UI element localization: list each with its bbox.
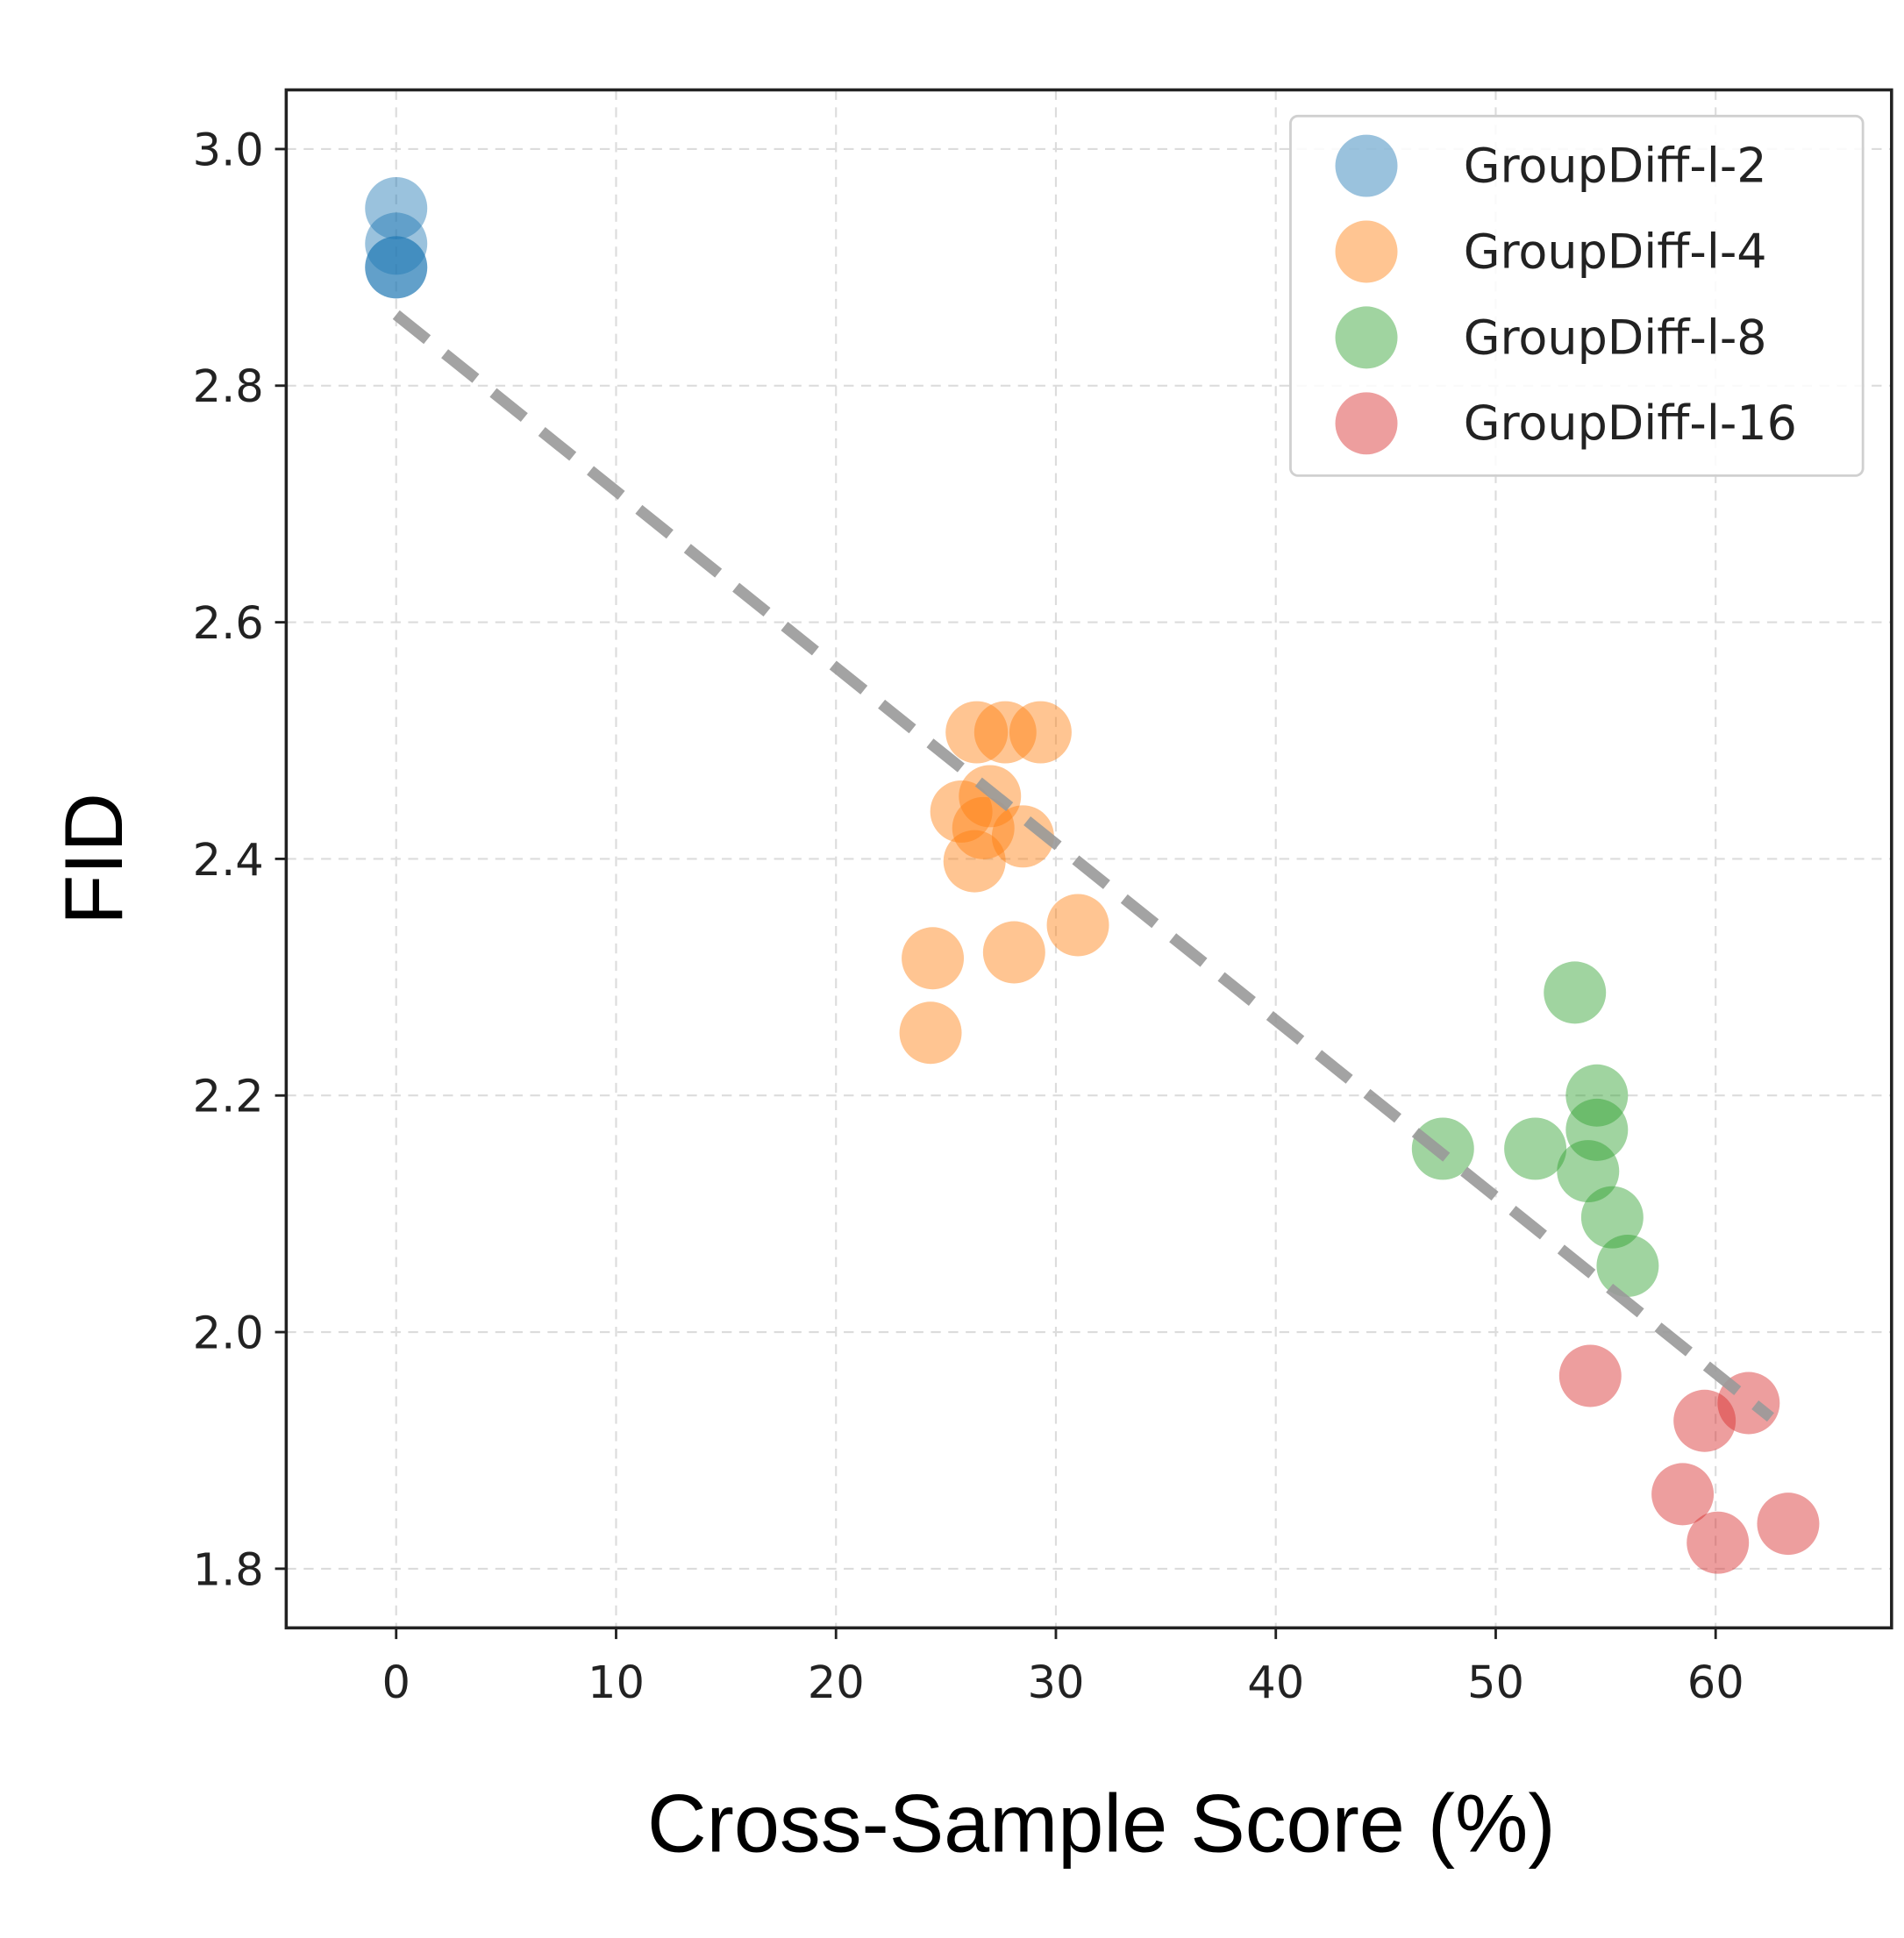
- point: [982, 921, 1045, 984]
- point: [1580, 1186, 1644, 1249]
- y-tick-label: 1.8: [193, 1544, 264, 1596]
- point: [1651, 1463, 1715, 1526]
- y-tick-label: 2.6: [193, 598, 264, 650]
- y-tick-label: 2.4: [193, 835, 264, 887]
- legend-box: [1289, 114, 1865, 477]
- point: [1757, 1493, 1820, 1556]
- trend-line: [392, 310, 1774, 1422]
- point: [365, 212, 428, 275]
- point: [952, 796, 1015, 859]
- point: [1504, 1117, 1567, 1180]
- point: [1565, 1064, 1629, 1127]
- x-tick-label: 40: [1247, 1657, 1304, 1709]
- point: [973, 701, 1037, 764]
- legend-label: GroupDiff-l-8: [1464, 310, 1767, 365]
- legend-marker: [1335, 134, 1398, 197]
- point: [943, 830, 1006, 893]
- point: [1565, 1098, 1629, 1161]
- point: [365, 236, 428, 299]
- x-tick-label: 10: [588, 1657, 645, 1709]
- y-tick-label: 2.8: [193, 361, 264, 413]
- point: [991, 805, 1054, 868]
- point: [1544, 961, 1607, 1024]
- legend-marker: [1335, 392, 1398, 455]
- legend-marker: [1335, 306, 1398, 369]
- point: [1557, 1140, 1620, 1203]
- point: [1673, 1389, 1736, 1452]
- point: [899, 1001, 962, 1065]
- legend-label: GroupDiff-l-16: [1464, 395, 1797, 451]
- legend: GroupDiff-l-2 GroupDiff-l-4 GroupDiff-l-8 G…: [1289, 114, 1865, 477]
- point: [902, 927, 965, 990]
- point: [930, 780, 993, 843]
- x-tick-label: 50: [1467, 1657, 1524, 1709]
- y-tick-label: 3.0: [193, 125, 264, 176]
- y-axis-label: FID: [47, 793, 139, 925]
- point: [365, 236, 428, 299]
- point: [1596, 1235, 1659, 1297]
- legend-label: GroupDiff-l-2: [1464, 139, 1767, 194]
- plot-frame: [284, 88, 1893, 1630]
- point: [365, 176, 428, 239]
- legend-label: GroupDiff-l-4: [1464, 224, 1767, 279]
- x-tick-label: 0: [382, 1657, 410, 1709]
- legend-marker: [1335, 220, 1398, 283]
- x-tick-label: 60: [1687, 1657, 1744, 1709]
- x-tick-label: 20: [808, 1657, 865, 1709]
- point: [1009, 701, 1072, 764]
- point: [945, 701, 1009, 764]
- x-axis-label: Cross-Sample Score (%): [647, 1778, 1556, 1870]
- point: [1046, 894, 1109, 957]
- y-tick-label: 2.0: [193, 1308, 264, 1360]
- x-tick-label: 30: [1027, 1657, 1084, 1709]
- point: [1687, 1511, 1750, 1574]
- y-tick-label: 2.2: [193, 1072, 264, 1123]
- point: [1558, 1344, 1622, 1407]
